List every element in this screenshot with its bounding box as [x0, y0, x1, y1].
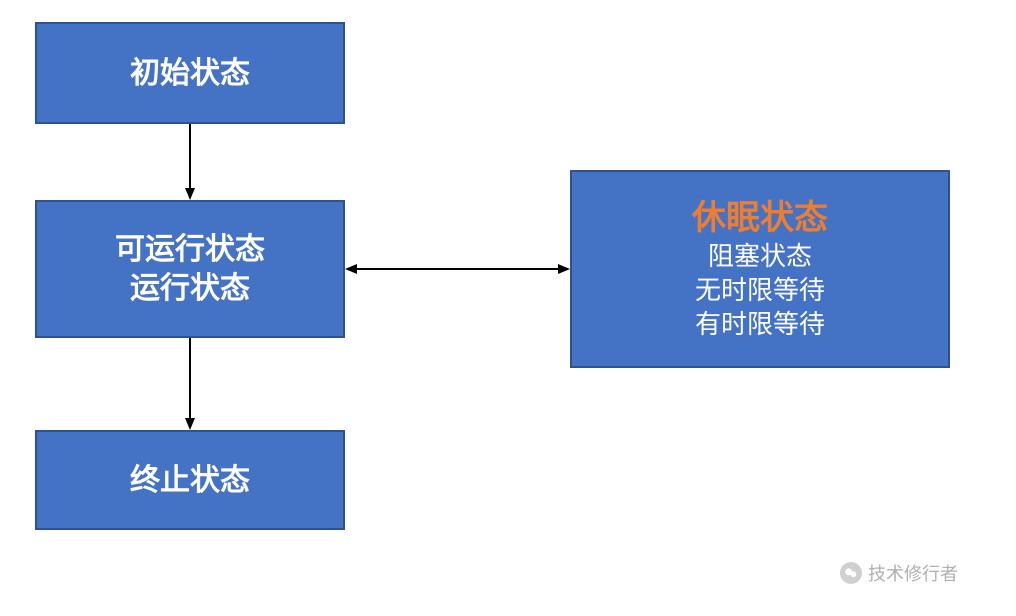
node-terminated: 终止状态 — [35, 430, 345, 530]
watermark: 技术修行者 — [840, 560, 958, 586]
node-runnable-line-0: 可运行状态 — [115, 230, 265, 269]
node-initial-line-0: 初始状态 — [130, 54, 250, 93]
watermark-text: 技术修行者 — [868, 560, 958, 586]
node-runnable-line-1: 运行状态 — [130, 269, 250, 308]
node-initial: 初始状态 — [35, 22, 345, 124]
node-sleep: 休眠状态 阻塞状态 无时限等待 有时限等待 — [570, 170, 950, 368]
node-sleep-line-1: 阻塞状态 — [708, 240, 812, 274]
node-sleep-line-2: 无时限等待 — [695, 274, 825, 308]
node-sleep-line-3: 有时限等待 — [695, 308, 825, 342]
node-terminated-line-0: 终止状态 — [130, 461, 250, 500]
wechat-icon — [840, 562, 862, 584]
node-runnable: 可运行状态 运行状态 — [35, 200, 345, 338]
node-sleep-title: 休眠状态 — [692, 196, 828, 240]
